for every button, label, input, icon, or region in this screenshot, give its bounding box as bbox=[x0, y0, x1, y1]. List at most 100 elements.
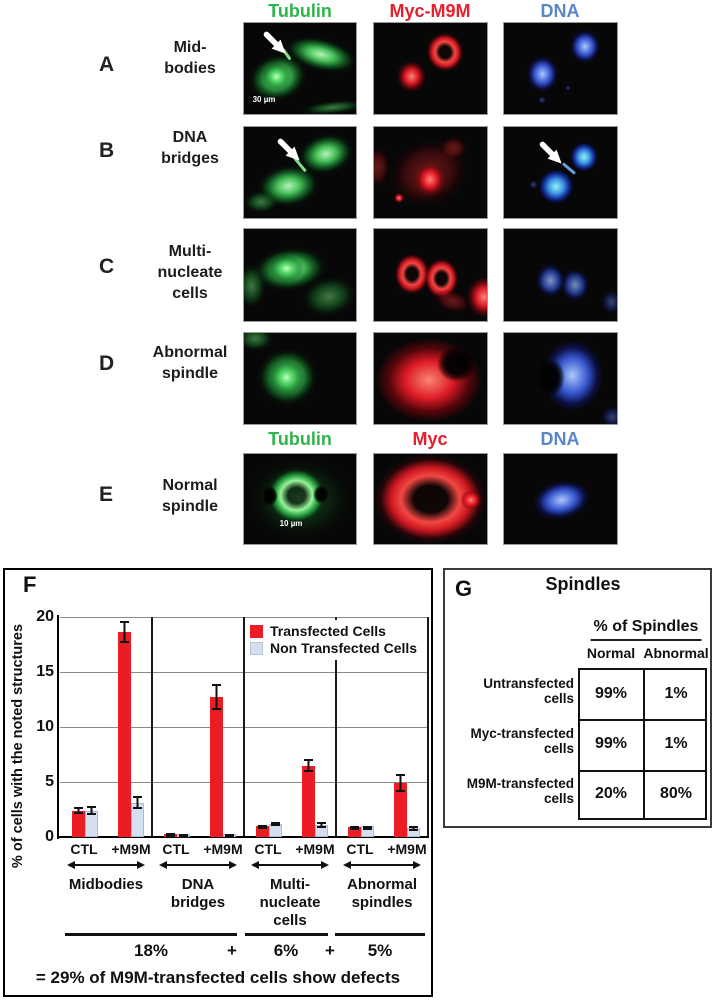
panel-letter-g: G bbox=[455, 576, 473, 601]
micrograph-d-myc bbox=[373, 332, 488, 425]
y-tick-label: 10 bbox=[36, 718, 54, 735]
error-bar bbox=[225, 833, 234, 838]
column-header-myc-m9m: Myc-M9M bbox=[389, 1, 471, 21]
column-header-tubulin-2: Tubulin bbox=[268, 429, 332, 449]
nucleus-blob bbox=[560, 269, 589, 301]
error-bar bbox=[133, 796, 142, 810]
cell-blob bbox=[466, 276, 487, 318]
x-tick-label-ctl: CTL bbox=[254, 841, 282, 857]
error-bar bbox=[363, 825, 372, 830]
x-tick-label-ctl: CTL bbox=[346, 841, 374, 857]
column-header-normal: Normal bbox=[586, 645, 636, 661]
micrograph-a-dna bbox=[503, 22, 618, 115]
cell-blob bbox=[261, 63, 292, 91]
plot-right-edge bbox=[427, 617, 429, 837]
nucleus-blob bbox=[537, 95, 546, 104]
row-label-line: bridges bbox=[161, 150, 219, 167]
group-label-line: nucleate bbox=[259, 894, 321, 911]
error-bar bbox=[409, 825, 418, 831]
group-label-line: bridges bbox=[170, 894, 226, 911]
cell-blob bbox=[268, 254, 305, 283]
row-label-line: cells bbox=[543, 741, 574, 756]
micrograph-c-dna bbox=[503, 228, 618, 322]
nucleus-blob bbox=[569, 141, 598, 173]
row-label-line: DNA bbox=[172, 129, 208, 146]
group-separator bbox=[243, 617, 245, 837]
group-label: Multi-nucleate cells bbox=[260, 876, 321, 930]
nucleus-blob bbox=[528, 179, 538, 189]
error-bar bbox=[350, 825, 359, 830]
dark-region bbox=[313, 484, 330, 505]
sum-18pct: 18% bbox=[133, 941, 169, 960]
legend-swatch-blue bbox=[250, 641, 263, 655]
nucleus-blob bbox=[601, 405, 617, 424]
group-label-line: Multi- bbox=[270, 876, 310, 893]
row-label-line: cells bbox=[543, 691, 574, 706]
table-title: Spindles bbox=[545, 574, 621, 594]
cell-blob bbox=[414, 163, 446, 197]
nucleus-blob bbox=[601, 289, 617, 314]
pointer-arrow-icon bbox=[539, 141, 562, 164]
x-tick-label-m9m: +M9M bbox=[387, 841, 427, 857]
panel-letter-a: A bbox=[99, 53, 115, 76]
row-label-abnormal-spindle: Abnormal spindle bbox=[125, 342, 255, 384]
nucleus-blob bbox=[526, 55, 559, 93]
error-bar bbox=[212, 684, 221, 711]
group-range-arrow bbox=[343, 861, 421, 869]
scale-bar-label: 10 µm bbox=[279, 519, 303, 528]
cell-blob bbox=[423, 258, 459, 299]
error-bar bbox=[74, 807, 83, 814]
panel-letter-d: D bbox=[99, 352, 115, 375]
micrograph-a-myc bbox=[373, 22, 488, 115]
group-label-line: spindles bbox=[351, 894, 413, 911]
row-label-line: Untransfected bbox=[483, 676, 574, 691]
row-label-line: nucleate bbox=[157, 264, 223, 281]
plus-sign: + bbox=[325, 941, 335, 960]
table-cell-myc-abnormal: 1% bbox=[664, 735, 688, 752]
micrograph-e-tubulin: 10 µm bbox=[243, 453, 357, 545]
x-tick-label-m9m: +M9M bbox=[111, 841, 151, 857]
sum-6pct: 6% bbox=[273, 941, 299, 960]
group-label: Midbodies bbox=[69, 876, 143, 894]
column-header-dna: DNA bbox=[540, 1, 580, 21]
cell-blob bbox=[459, 490, 483, 510]
error-bar bbox=[166, 833, 175, 838]
table-header: % of Spindles bbox=[590, 618, 702, 641]
panel-f-border bbox=[3, 568, 433, 997]
x-tick-label-m9m: +M9M bbox=[203, 841, 243, 857]
y-tick-label: 20 bbox=[36, 608, 54, 625]
micrograph-c-tubulin bbox=[243, 228, 357, 322]
table-row-label-myc-transfected: Myc-transfected cells bbox=[440, 726, 574, 756]
x-tick-label-ctl: CTL bbox=[70, 841, 98, 857]
row-label-line: M9M-transfected bbox=[466, 776, 574, 791]
column-header-myc: Myc bbox=[412, 429, 448, 449]
group-label-line: Abnormal bbox=[346, 876, 418, 893]
row-label-line: Abnormal bbox=[152, 344, 228, 361]
spindle-table-grid bbox=[578, 668, 707, 820]
group-range-arrow bbox=[67, 861, 145, 869]
micrograph-d-tubulin bbox=[243, 332, 357, 425]
cell-blob bbox=[374, 147, 390, 188]
row-label-line: Normal bbox=[162, 477, 218, 494]
micrograph-d-dna bbox=[503, 332, 618, 425]
table-cell-myc-normal: 99% bbox=[594, 735, 628, 752]
legend-swatch-red bbox=[250, 624, 263, 638]
group-separator bbox=[335, 617, 337, 837]
micrograph-e-dna bbox=[503, 453, 618, 545]
cell-blob bbox=[396, 61, 426, 93]
row-label-line: Myc-transfected bbox=[470, 726, 574, 741]
micrograph-b-tubulin bbox=[243, 126, 357, 219]
group-label-line: DNA bbox=[181, 876, 215, 893]
micrograph-e-myc bbox=[373, 453, 488, 545]
data-bar bbox=[210, 697, 223, 837]
chart-legend: Transfected Cells Non Transfected Cells bbox=[246, 620, 422, 660]
grid-divider-horizontal bbox=[580, 770, 705, 772]
panel-letter-e: E bbox=[99, 483, 114, 506]
dark-region bbox=[437, 345, 476, 383]
pointer-arrow-icon bbox=[277, 138, 300, 161]
scale-bar-label: 30 µm bbox=[252, 95, 276, 104]
micrograph-b-dna bbox=[503, 126, 618, 219]
panel-letter-c: C bbox=[99, 255, 115, 278]
row-label-midbodies: Mid- bodies bbox=[125, 37, 255, 79]
